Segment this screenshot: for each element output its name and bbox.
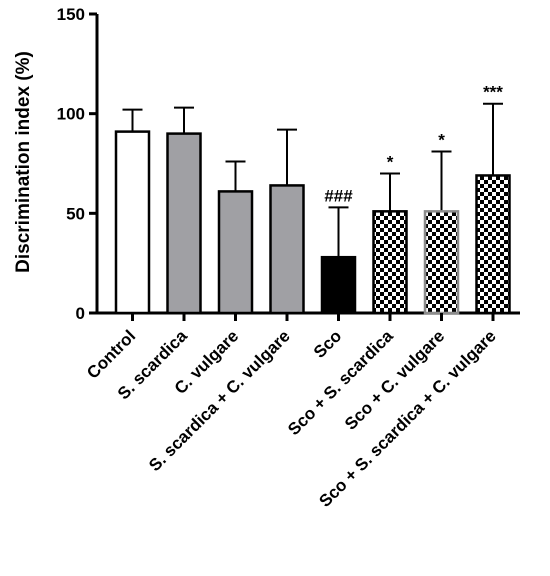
bar [166,132,202,315]
y-tick-label: 150 [57,5,85,24]
x-tick-label: Sco [310,326,345,361]
bar [320,255,357,315]
bar [475,174,511,315]
bar [114,130,151,315]
y-tick-label: 0 [76,304,85,323]
bar [423,210,460,315]
y-tick-label: 100 [57,105,85,124]
significance-label: * [438,131,445,150]
bar [217,190,254,315]
significance-label: ### [324,186,353,205]
bar [372,210,408,315]
y-tick-label: 50 [66,204,85,223]
bar [269,184,305,315]
y-axis-label: Discrimination index (%) [13,51,34,273]
significance-label: * [387,152,394,171]
significance-label: *** [483,83,503,102]
